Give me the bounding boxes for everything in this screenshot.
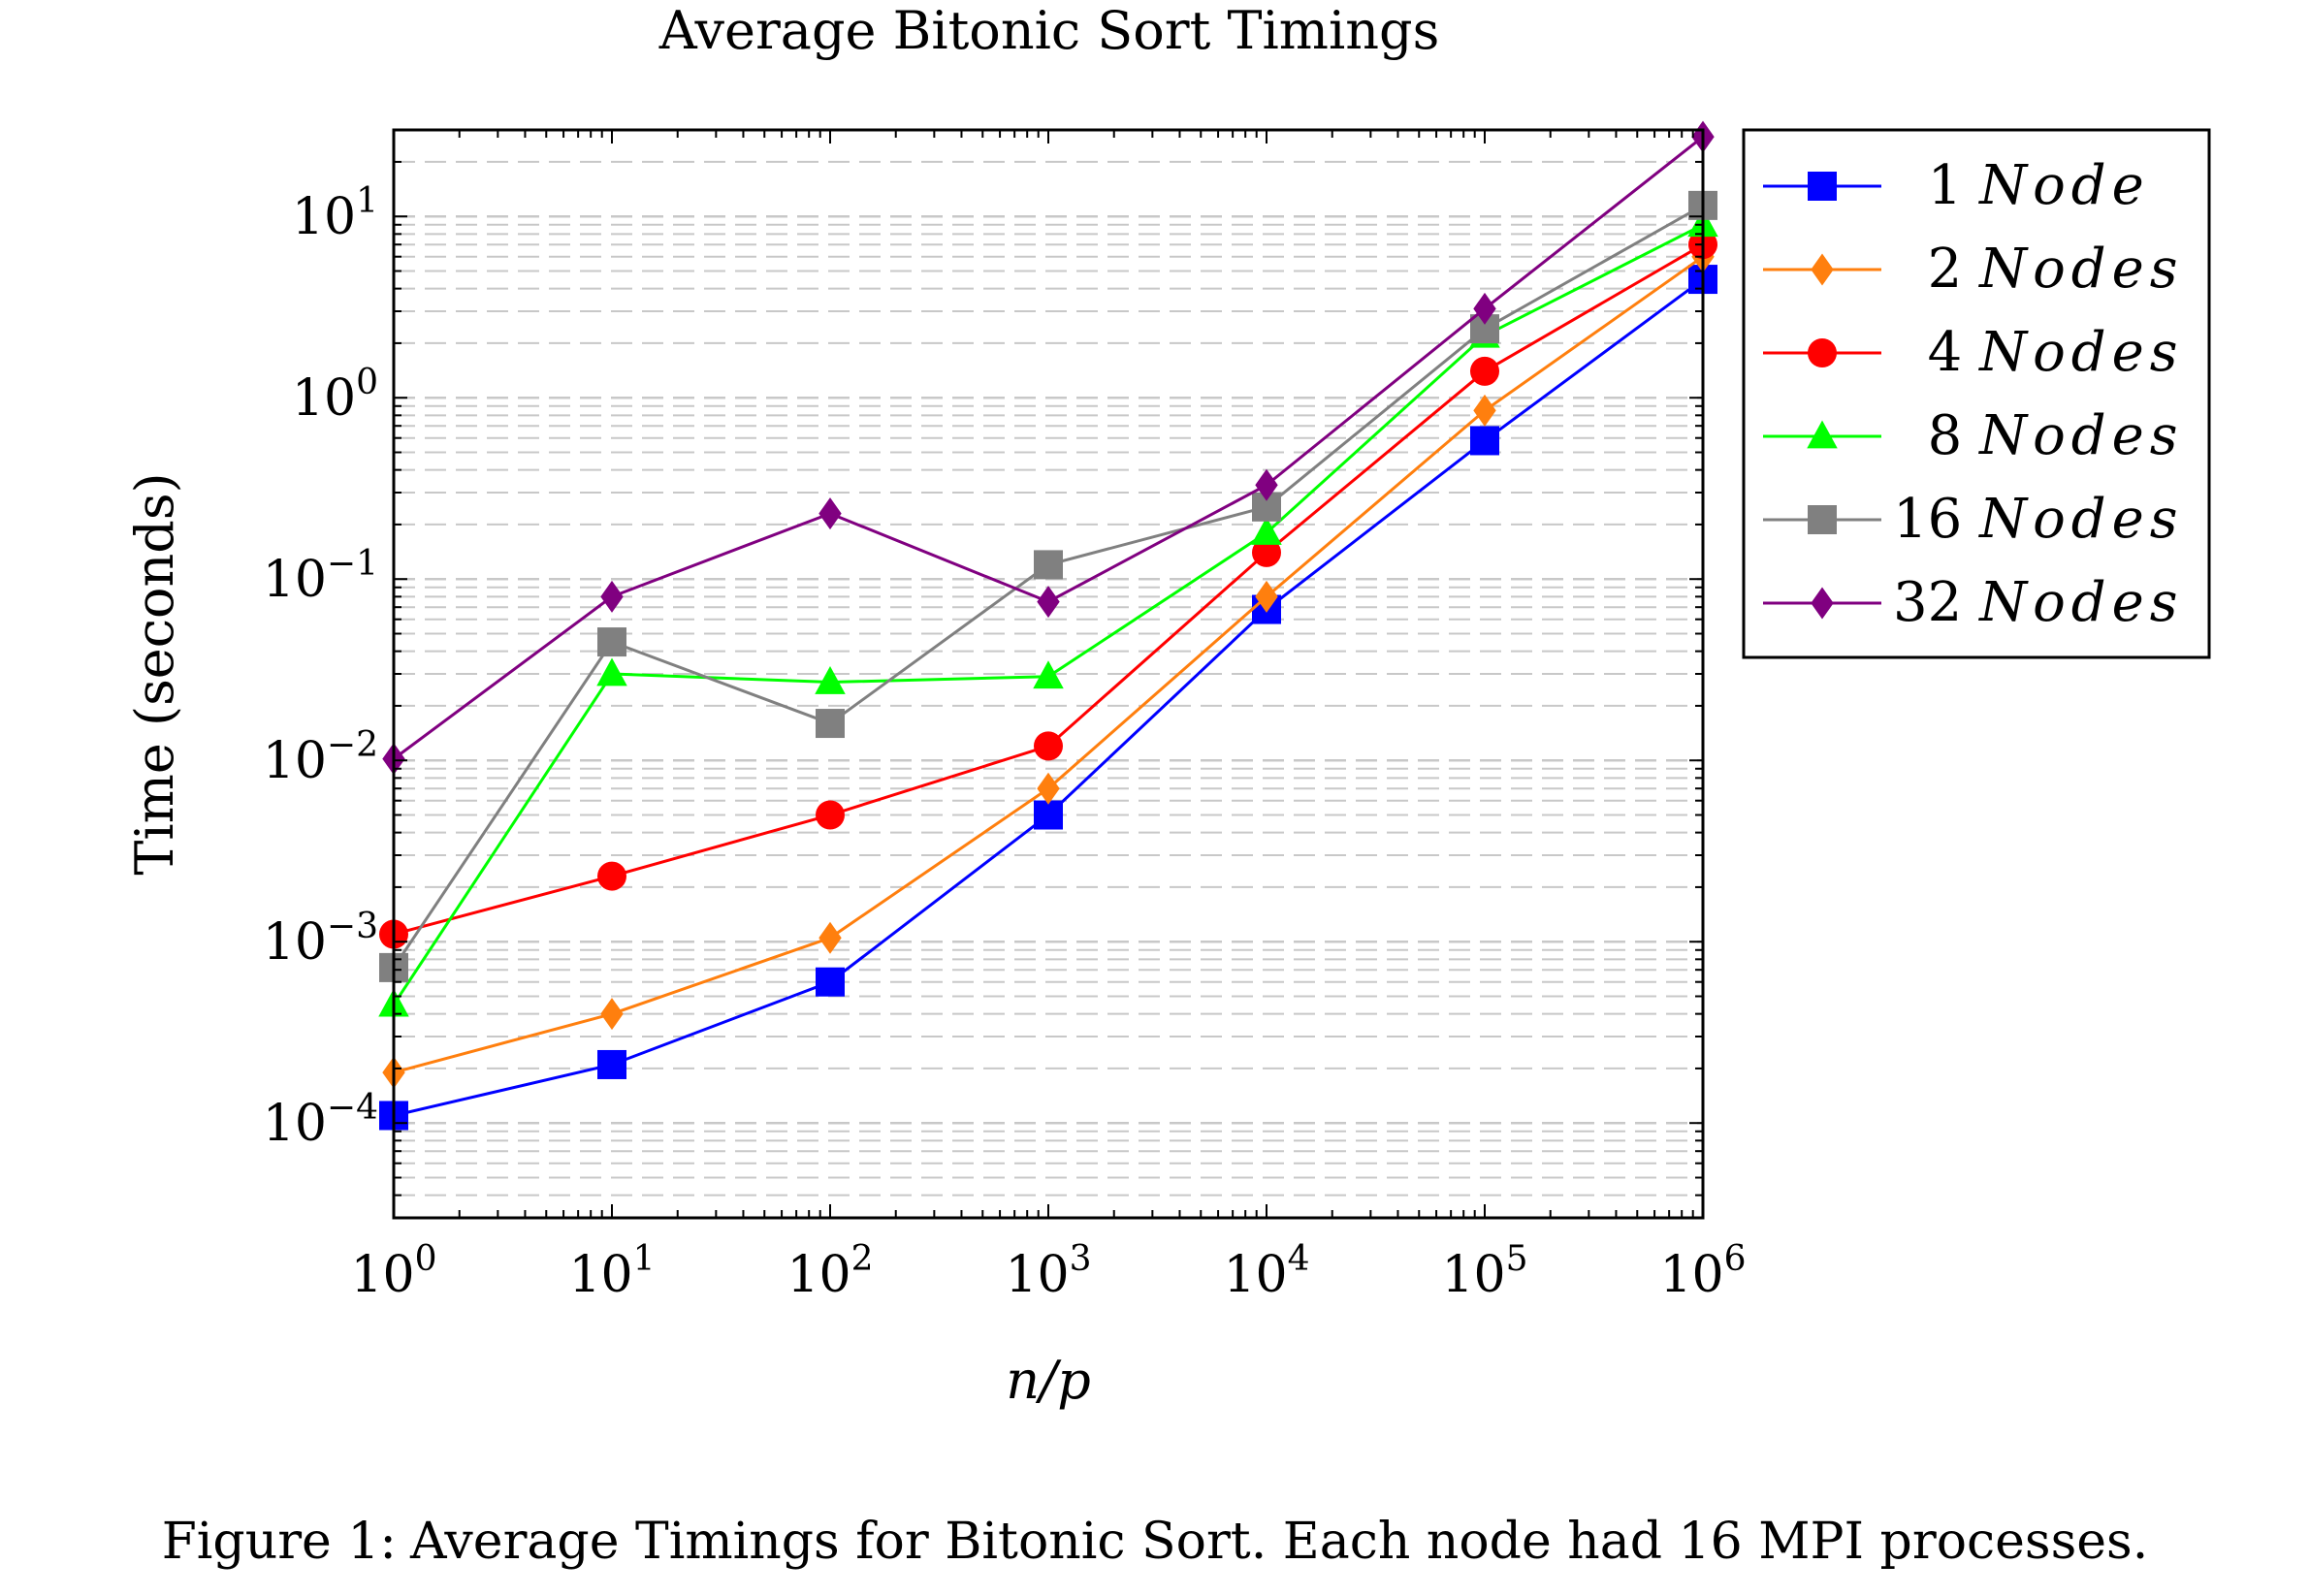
- data-point: [818, 497, 842, 530]
- data-point: [816, 967, 845, 997]
- data-point: [597, 1049, 626, 1079]
- series-32-nodes: [382, 120, 1715, 776]
- legend-marker: [1808, 338, 1837, 367]
- series-4-nodes: [379, 230, 1717, 949]
- data-point: [597, 861, 626, 891]
- legend-label: 8 Nodes: [1893, 404, 2184, 467]
- legend-marker: [1811, 253, 1834, 286]
- y-tick-labels: 10−4 10−3 10−2 10−1 100 101: [263, 181, 378, 1153]
- chart-title: Average Bitonic Sort Timings: [658, 0, 1440, 61]
- x-tick-label: 101: [568, 1239, 655, 1304]
- data-point: [1037, 772, 1060, 805]
- figure-caption-label: Figure 1:: [161, 1513, 397, 1571]
- data-point: [1033, 660, 1064, 689]
- data-point: [1255, 468, 1278, 501]
- y-axis-label: Time (seconds): [124, 472, 185, 875]
- data-point: [1037, 586, 1060, 619]
- legend-label: 2 Nodes: [1893, 238, 2184, 301]
- data-point: [815, 666, 846, 694]
- legend-frame: [1742, 128, 2211, 659]
- x-tick-label: 104: [1223, 1239, 1309, 1304]
- legend-entry: 4 Nodes: [1763, 321, 2184, 384]
- series-16-nodes: [379, 190, 1717, 982]
- data-point: [1034, 800, 1063, 830]
- axis-ticks: [393, 129, 1704, 1219]
- data-point: [1473, 394, 1496, 427]
- y-tick-label: 100: [292, 363, 378, 428]
- figure-caption-text: Average Timings for Bitonic Sort. Each n…: [409, 1513, 2149, 1571]
- y-tick-label: 10−1: [263, 544, 378, 609]
- y-tick-label: 10−2: [263, 725, 378, 790]
- x-tick-label: 105: [1441, 1239, 1527, 1304]
- series-line: [393, 277, 1704, 1117]
- data-point: [1034, 550, 1063, 580]
- data-point: [1252, 537, 1281, 567]
- data-point: [600, 580, 624, 613]
- data-point: [1034, 731, 1063, 761]
- y-tick-label: 10−3: [263, 907, 378, 972]
- legend-marker: [1808, 172, 1837, 201]
- data-point: [1255, 580, 1278, 613]
- legend-label: 4 Nodes: [1893, 321, 2184, 384]
- y-tick-label: 10−4: [263, 1088, 378, 1153]
- legend-entry: 1 Node: [1763, 154, 2150, 217]
- legend-marker: [1811, 587, 1834, 620]
- data-point: [1470, 356, 1499, 386]
- legend-marker: [1807, 420, 1838, 449]
- series-layer: [378, 120, 1718, 1131]
- x-tick-label: 100: [350, 1239, 436, 1304]
- x-axis-label: n/p: [1006, 1350, 1091, 1411]
- x-tick-label: 103: [1005, 1239, 1091, 1304]
- x-tick-label: 102: [786, 1239, 873, 1304]
- y-tick-label: 101: [292, 181, 378, 246]
- data-point: [816, 709, 845, 739]
- legend-entry: 32 Nodes: [1763, 571, 2184, 634]
- legend: 1 Node 2 Nodes 4 Nodes 8 Nodes 16 Nodes 32…: [1742, 128, 2211, 659]
- data-point: [1470, 426, 1499, 456]
- data-point: [1251, 516, 1282, 545]
- data-point: [600, 998, 624, 1031]
- legend-entry: 16 Nodes: [1763, 488, 2184, 551]
- series-1-node: [379, 265, 1717, 1131]
- figure-caption: Figure 1: Average Timings for Bitonic Sor…: [0, 1513, 2310, 1571]
- legend-label: 16 Nodes: [1893, 488, 2184, 551]
- data-point: [597, 627, 626, 657]
- x-tick-label: 106: [1659, 1239, 1746, 1304]
- legend-label: 32 Nodes: [1893, 571, 2184, 634]
- legend-entry: 8 Nodes: [1763, 404, 2184, 467]
- legend-marker: [1808, 505, 1837, 534]
- data-point: [596, 657, 627, 686]
- data-point: [816, 800, 845, 830]
- x-tick-labels: 100 101 102 103 104 105 106: [350, 1239, 1746, 1304]
- data-point: [818, 921, 842, 954]
- series-2-nodes: [382, 240, 1715, 1089]
- data-point: [1473, 292, 1496, 325]
- legend-label: 1 Node: [1893, 154, 2150, 217]
- legend-entry: 2 Nodes: [1763, 238, 2184, 301]
